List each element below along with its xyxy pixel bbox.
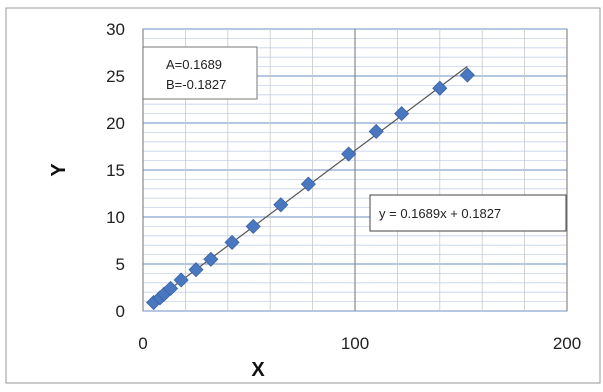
- y-tick-label: 20: [106, 114, 125, 133]
- y-tick-label: 0: [116, 302, 125, 321]
- trendline-equation: y = 0.1689x + 0.1827: [379, 206, 501, 221]
- equation-box: [369, 194, 567, 232]
- y-tick-label: 30: [106, 20, 125, 39]
- data-point: [394, 106, 410, 122]
- data-point: [162, 280, 179, 297]
- y-tick-label: 25: [106, 67, 125, 86]
- data-point: [459, 67, 475, 83]
- data-point: [203, 251, 219, 267]
- x-tick-label: 0: [138, 334, 147, 353]
- data-point: [432, 80, 448, 96]
- data-point: [273, 197, 289, 213]
- data-point: [173, 272, 189, 288]
- x-axis-title: X: [251, 359, 265, 381]
- data-point: [368, 123, 384, 140]
- data-points: [146, 67, 475, 311]
- tick-labels: 0 5 10 15 20 25 30 0 100 200: [106, 20, 581, 353]
- data-point: [224, 234, 240, 250]
- data-point: [188, 262, 204, 278]
- data-point: [245, 218, 261, 234]
- y-tick-label: 15: [106, 161, 125, 180]
- params-box: [142, 46, 258, 100]
- param-b-label: B=-0.1827: [166, 77, 226, 92]
- data-point: [341, 146, 357, 162]
- data-point: [300, 176, 316, 192]
- param-a-label: A=0.1689: [166, 57, 222, 72]
- x-tick-label: 200: [553, 334, 581, 353]
- y-axis-title: Y: [48, 163, 70, 177]
- y-tick-label: 5: [116, 255, 125, 274]
- x-tick-label: 100: [341, 334, 369, 353]
- y-tick-label: 10: [106, 208, 125, 227]
